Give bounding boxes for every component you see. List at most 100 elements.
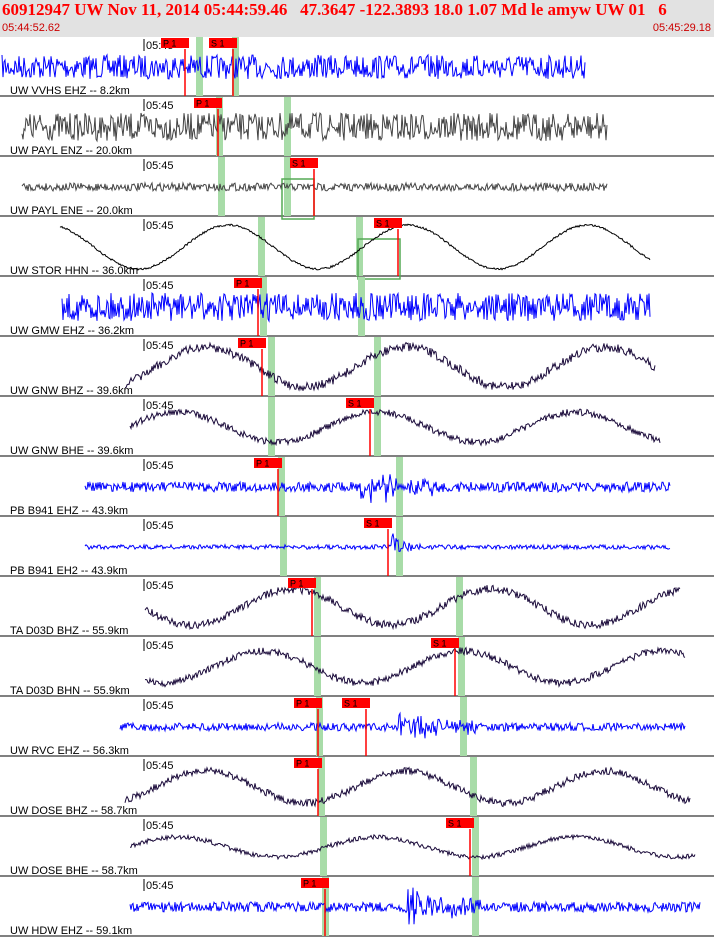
station-label: UW VVHS EHZ -- 8.2km bbox=[10, 85, 130, 97]
pick-label: S 1 bbox=[366, 519, 380, 529]
waveform-trace bbox=[21, 111, 608, 143]
pick-flag bbox=[342, 698, 370, 708]
time-tick-label: 05:45 bbox=[146, 400, 174, 412]
event-header: 60912947 UW Nov 11, 2014 05:44:59.46 47.… bbox=[0, 0, 714, 37]
time-tick-label: 05:45 bbox=[146, 280, 174, 292]
pick-flag bbox=[431, 638, 459, 648]
pick-label: P 1 bbox=[256, 459, 269, 469]
pick-label: P 1 bbox=[236, 279, 249, 289]
trace-row: 05:45 P 1 UW GMW EHZ -- 36.2km bbox=[0, 277, 714, 337]
pick-window bbox=[396, 517, 403, 576]
trace-row: 05:45 P 1 TA D03D BHZ -- 55.9km bbox=[0, 577, 714, 637]
pick-flag bbox=[254, 458, 282, 468]
station-label: TA D03D BHN -- 55.9km bbox=[10, 685, 130, 697]
pick-window bbox=[472, 817, 479, 876]
pick-window bbox=[260, 277, 267, 336]
pick-flag bbox=[374, 218, 402, 228]
pick-label: S 1 bbox=[211, 39, 225, 49]
trace-row: 05:45 S 1 UW PAYL ENE -- 20.0km bbox=[0, 157, 714, 220]
pick-window bbox=[458, 637, 465, 696]
time-tick-label: 05:45 bbox=[146, 340, 174, 352]
pick-label: S 1 bbox=[376, 219, 390, 229]
station-label: TA D03D BHZ -- 55.9km bbox=[10, 625, 128, 637]
pick-flag bbox=[294, 758, 322, 768]
pick-label: P 1 bbox=[196, 99, 209, 109]
time-tick-label: 05:45 bbox=[146, 460, 174, 472]
pick-label: P 1 bbox=[163, 39, 176, 49]
pick-label: P 1 bbox=[296, 699, 309, 709]
station-label: UW HDW EHZ -- 59.1km bbox=[10, 925, 132, 937]
pick-flag bbox=[238, 338, 266, 348]
pick-window bbox=[356, 217, 363, 276]
time-tick-label: 05:45 bbox=[146, 100, 174, 112]
trace-row: 05:45 S 1 TA D03D BHN -- 55.9km bbox=[0, 637, 714, 697]
waveform-trace bbox=[1, 53, 586, 80]
pick-window bbox=[470, 757, 477, 816]
waveform-trace bbox=[84, 533, 671, 553]
waveform-trace bbox=[59, 223, 651, 271]
waveform-trace bbox=[144, 646, 686, 688]
waveform-trace bbox=[129, 887, 701, 925]
waveform-trace bbox=[119, 711, 686, 739]
pick-window bbox=[216, 97, 223, 156]
pick-window bbox=[358, 277, 365, 336]
trace-row: 05:45 S 1 UW DOSE BHE -- 58.7km bbox=[0, 817, 714, 877]
pick-flag bbox=[288, 578, 316, 588]
waveform-trace bbox=[125, 341, 656, 392]
time-tick-label: 05:45 bbox=[146, 160, 174, 172]
event-title: 60912947 UW Nov 11, 2014 05:44:59.46 47.… bbox=[2, 0, 667, 19]
waveform-trace bbox=[144, 584, 681, 631]
end-time-label: 05:45:29.18 bbox=[652, 22, 711, 34]
station-label: UW GNW BHE -- 39.6km bbox=[10, 445, 133, 457]
time-tick-label: 05:45 bbox=[146, 700, 174, 712]
pick-label: S 1 bbox=[292, 159, 306, 169]
pick-flag bbox=[364, 518, 392, 528]
pick-window bbox=[314, 577, 321, 636]
pick-flag bbox=[209, 38, 237, 48]
pick-window bbox=[268, 397, 275, 456]
time-tick-label: 05:45 bbox=[146, 640, 174, 652]
waveform-trace bbox=[61, 291, 651, 323]
pick-flag bbox=[234, 278, 262, 288]
station-label: PB B941 EHZ -- 43.9km bbox=[10, 505, 128, 517]
station-label: UW STOR HHN -- 36.0km bbox=[10, 265, 138, 277]
pick-label: P 1 bbox=[240, 339, 253, 349]
trace-row: 05:45 S 1 UW GNW BHE -- 39.6km bbox=[0, 397, 714, 457]
station-label: UW RVC EHZ -- 56.3km bbox=[10, 745, 129, 757]
pick-window bbox=[456, 577, 463, 636]
time-tick-label: 05:45 bbox=[146, 520, 174, 532]
trace-row: 05:45 P 1 UW HDW EHZ -- 59.1km bbox=[0, 877, 714, 937]
time-tick-label: 05:45 bbox=[146, 580, 174, 592]
station-label: UW GNW BHZ -- 39.6km bbox=[10, 385, 133, 397]
pick-label: P 1 bbox=[296, 759, 309, 769]
waveform-trace bbox=[124, 766, 691, 808]
pick-window bbox=[318, 757, 325, 816]
station-label: UW GMW EHZ -- 36.2km bbox=[10, 325, 134, 337]
time-tick-label: 05:45 bbox=[146, 220, 174, 232]
station-label: PB B941 EH2 -- 43.9km bbox=[10, 565, 127, 577]
pick-window bbox=[314, 637, 321, 696]
time-tick-label: 05:45 bbox=[146, 880, 174, 892]
pick-window bbox=[374, 397, 381, 456]
trace-row: 05:45 P 1 UW PAYL ENZ -- 20.0km bbox=[0, 97, 714, 157]
seismogram-panel: 05:45 P 1 S 1 UW VVHS EHZ -- 8.2km 05:45 P 1 U… bbox=[0, 37, 714, 937]
waveform-trace bbox=[129, 408, 661, 447]
pick-flag bbox=[301, 878, 329, 888]
pick-flag bbox=[446, 818, 474, 828]
waveform-trace bbox=[84, 474, 671, 503]
station-label: UW DOSE BHZ -- 58.7km bbox=[10, 805, 137, 817]
pick-label: S 1 bbox=[433, 639, 447, 649]
time-tick-label: 05:45 bbox=[146, 760, 174, 772]
pick-window bbox=[268, 337, 275, 396]
pick-window bbox=[320, 817, 327, 876]
pick-label: S 1 bbox=[344, 699, 358, 709]
time-tick-label: 05:45 bbox=[146, 820, 174, 832]
selection-box bbox=[357, 238, 401, 280]
pick-flag bbox=[294, 698, 322, 708]
pick-flag bbox=[161, 38, 189, 48]
pick-flag bbox=[194, 98, 222, 108]
pick-label: S 1 bbox=[448, 819, 462, 829]
trace-row: 05:45 P 1 UW GNW BHZ -- 39.6km bbox=[0, 337, 714, 397]
station-label: UW DOSE BHE -- 58.7km bbox=[10, 865, 138, 877]
